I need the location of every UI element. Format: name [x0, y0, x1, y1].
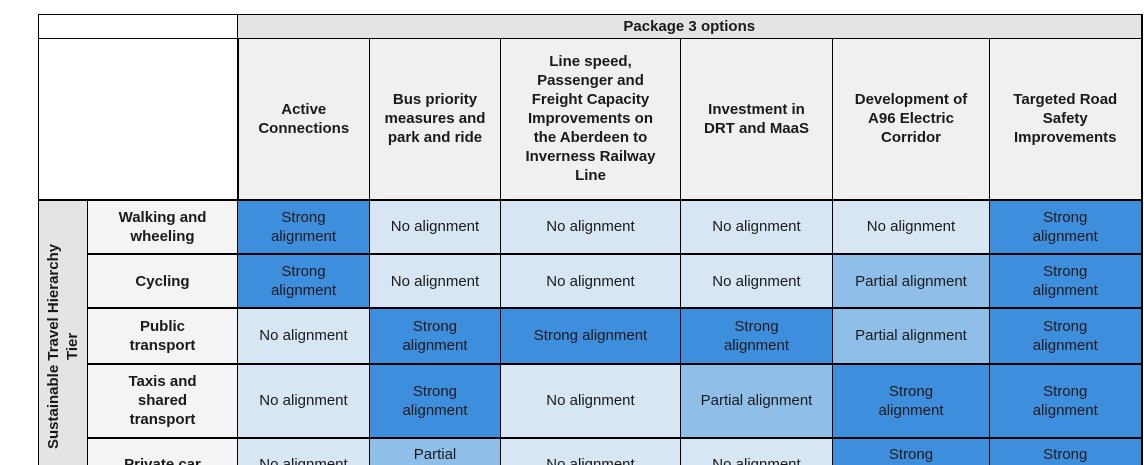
alignment-cell: Partial alignment [680, 362, 833, 439]
row-header-walking-and-wheeling: Walking and wheeling [87, 198, 238, 255]
row-header-cycling: Cycling [87, 252, 238, 309]
alignment-cell: Strong alignment [989, 307, 1143, 365]
row-axis-label-cell: Sustainable Travel Hierarchy Tier [38, 198, 88, 465]
column-header-drt-maas: Investment in DRT and MaaS [680, 38, 833, 200]
alignment-cell: Strong alignment [369, 307, 501, 365]
corner-blank [38, 38, 238, 200]
column-header-active-connections: Active Connections [236, 38, 370, 200]
alignment-cell: No alignment [369, 198, 501, 255]
alignment-cell: Strong alignment [500, 307, 681, 365]
column-header-road-safety: Targeted Road Safety Improvements [989, 38, 1143, 200]
table-title: Package 3 options [237, 14, 1143, 39]
alignment-cell: No alignment [680, 252, 833, 309]
alignment-cell: No alignment [500, 362, 681, 439]
alignment-cell: Strong alignment [237, 198, 370, 255]
alignment-cell: Strong alignment [832, 362, 990, 439]
alignment-cell: No alignment [680, 198, 833, 255]
row-header-public-transport: Public transport [87, 307, 238, 365]
alignment-cell: No alignment [369, 252, 501, 309]
alignment-cell: Strong alignment [680, 307, 833, 365]
alignment-cell: Partial alignment [369, 436, 501, 465]
column-header-bus-priority: Bus priority measures and park and ride [369, 38, 501, 200]
alignment-cell: Strong alignment [989, 198, 1143, 255]
alignment-cell: No alignment [500, 252, 681, 309]
row-axis-label: Sustainable Travel Hierarchy Tier [45, 242, 81, 449]
column-header-railway-improvements: Line speed, Passenger and Freight Capaci… [500, 38, 681, 200]
alignment-cell: No alignment [832, 198, 990, 255]
alignment-cell: Partial alignment [832, 252, 990, 309]
row-header-taxis-shared-transport: Taxis and shared transport [87, 362, 238, 439]
alignment-cell: No alignment [237, 307, 370, 365]
alignment-cell: No alignment [237, 362, 370, 439]
alignment-cell: Strong alignment [369, 362, 501, 439]
package-options-table: Package 3 options Active Connections Bus… [38, 14, 1143, 465]
alignment-cell: No alignment [500, 436, 681, 465]
row-header-private-car: Private car [87, 436, 238, 465]
column-header-a96-electric-corridor: Development of A96 Electric Corridor [832, 38, 990, 200]
alignment-cell: Strong alignment [989, 252, 1143, 309]
alignment-cell: Partial alignment [832, 307, 990, 365]
corner-blank [38, 14, 238, 39]
alignment-cell: No alignment [680, 436, 833, 465]
alignment-cell: Strong alignment [989, 436, 1143, 465]
alignment-cell: Strong alignment [832, 436, 990, 465]
alignment-cell: No alignment [500, 198, 681, 255]
alignment-cell: Strong alignment [237, 252, 370, 309]
alignment-cell: No alignment [237, 436, 370, 465]
alignment-cell: Strong alignment [989, 362, 1143, 439]
